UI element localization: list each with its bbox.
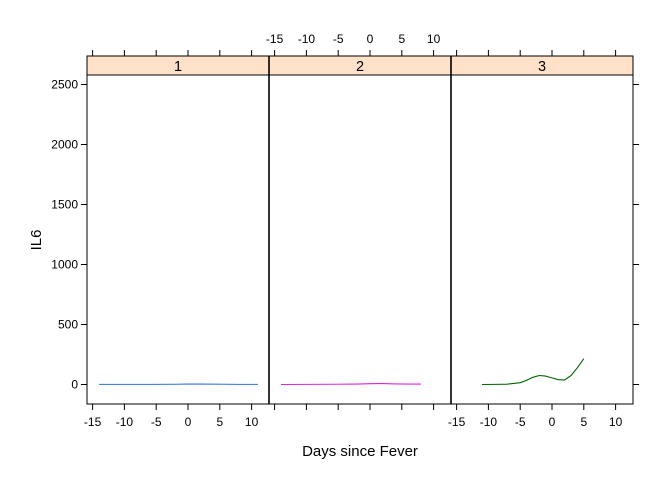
strip-label: 2	[356, 59, 364, 75]
y-tick-label: 0	[71, 378, 78, 392]
x-tick-label-top: 0	[367, 32, 374, 46]
x-tick-label: 5	[580, 415, 587, 429]
x-tick-label-top: -15	[266, 32, 284, 46]
x-tick-label: -5	[151, 415, 162, 429]
strip-bg	[451, 56, 633, 75]
y-tick-label: 2500	[51, 78, 78, 92]
x-tick-label: 10	[609, 415, 623, 429]
x-tick-label: 0	[549, 415, 556, 429]
series-line-2	[280, 382, 421, 386]
x-tick-label: 5	[216, 415, 223, 429]
panel-3: 3	[451, 56, 633, 386]
series-line-3	[482, 358, 585, 386]
x-tick-label-top: -10	[298, 32, 316, 46]
x-tick-label: -15	[84, 415, 102, 429]
x-tick-label: -5	[515, 415, 526, 429]
x-axis-title: Days since Fever	[302, 443, 418, 460]
x-tick-label: -10	[480, 415, 498, 429]
y-tick-label: 1500	[51, 198, 78, 212]
x-tick-label-top: 5	[398, 32, 405, 46]
panels-layer: 1 2 3	[87, 56, 633, 386]
strip-bg	[87, 56, 269, 75]
panel-2: 2	[269, 56, 451, 386]
x-tick-label: -15	[448, 415, 466, 429]
x-tick-label-top: -5	[333, 32, 344, 46]
x-tick-label-top: 10	[427, 32, 441, 46]
x-tick-label: 0	[185, 415, 192, 429]
x-tick-label: -10	[116, 415, 134, 429]
panel-1: 1	[87, 56, 269, 385]
x-tick-label: 10	[245, 415, 259, 429]
y-tick-label: 2000	[51, 138, 78, 152]
y-tick-label: 500	[58, 318, 78, 332]
outer-frame	[86, 55, 634, 405]
y-axis-title: IL6	[28, 230, 45, 251]
strip-label: 1	[174, 59, 182, 75]
strip-bg	[269, 56, 451, 75]
y-tick-label: 1000	[51, 258, 78, 272]
strip-label: 3	[538, 59, 546, 75]
